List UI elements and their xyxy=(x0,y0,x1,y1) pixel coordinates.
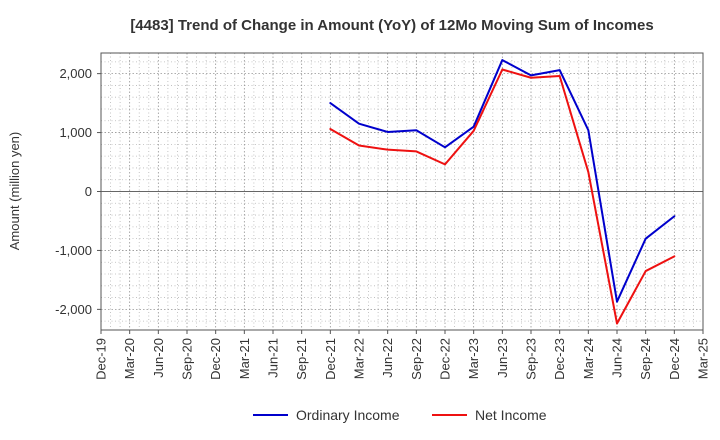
x-tick-label: Sep-23 xyxy=(524,338,539,380)
series-line-ordinary-income xyxy=(329,59,676,303)
x-tick-label: Mar-23 xyxy=(466,338,481,379)
series-line-net-income xyxy=(329,68,676,325)
x-tick-label: Dec-24 xyxy=(667,338,682,380)
axes: -2,000 -1,000 0 1,000 2,000 Dec-19 Mar-20 Jun-2… xyxy=(55,52,711,380)
x-tick-label: Dec-22 xyxy=(438,338,453,380)
x-tick-label: Mar-22 xyxy=(352,338,367,379)
x-tick-label: Sep-21 xyxy=(294,338,309,380)
x-tick-label: Sep-24 xyxy=(638,338,653,380)
x-tick-label: Dec-21 xyxy=(323,338,338,380)
x-tick-label: Dec-19 xyxy=(94,338,109,380)
x-tick-label: Jun-21 xyxy=(266,338,281,378)
x-tick-label: Mar-24 xyxy=(581,338,596,379)
y-tick-label: 0 xyxy=(85,184,92,199)
y-tick-label: -2,000 xyxy=(55,302,92,317)
x-tick-label: Jun-20 xyxy=(151,338,166,378)
y-tick-label: 2,000 xyxy=(59,66,92,81)
chart-title: [4483] Trend of Change in Amount (YoY) o… xyxy=(130,17,653,34)
legend-label-ordinary-income: Ordinary Income xyxy=(296,407,400,423)
grid xyxy=(100,53,703,330)
x-tick-label: Jun-24 xyxy=(610,338,625,378)
x-tick-label: Mar-21 xyxy=(237,338,252,379)
legend: Ordinary Income Net Income xyxy=(253,407,547,423)
x-tick-label: Mar-25 xyxy=(696,338,711,379)
x-tick-label: Jun-23 xyxy=(495,338,510,378)
legend-label-net-income: Net Income xyxy=(475,407,547,423)
x-tick-label: Sep-22 xyxy=(409,338,424,380)
y-tick-label: 1,000 xyxy=(59,125,92,140)
x-tick-label: Sep-20 xyxy=(180,338,195,380)
series-lines xyxy=(329,59,676,325)
x-tick-label: Dec-23 xyxy=(552,338,567,380)
y-axis-label: Amount (million yen) xyxy=(7,132,22,251)
y-tick-label: -1,000 xyxy=(55,243,92,258)
x-tick-label: Mar-20 xyxy=(122,338,137,379)
x-tick-label: Jun-22 xyxy=(380,338,395,378)
x-tick-label: Dec-20 xyxy=(208,338,223,380)
